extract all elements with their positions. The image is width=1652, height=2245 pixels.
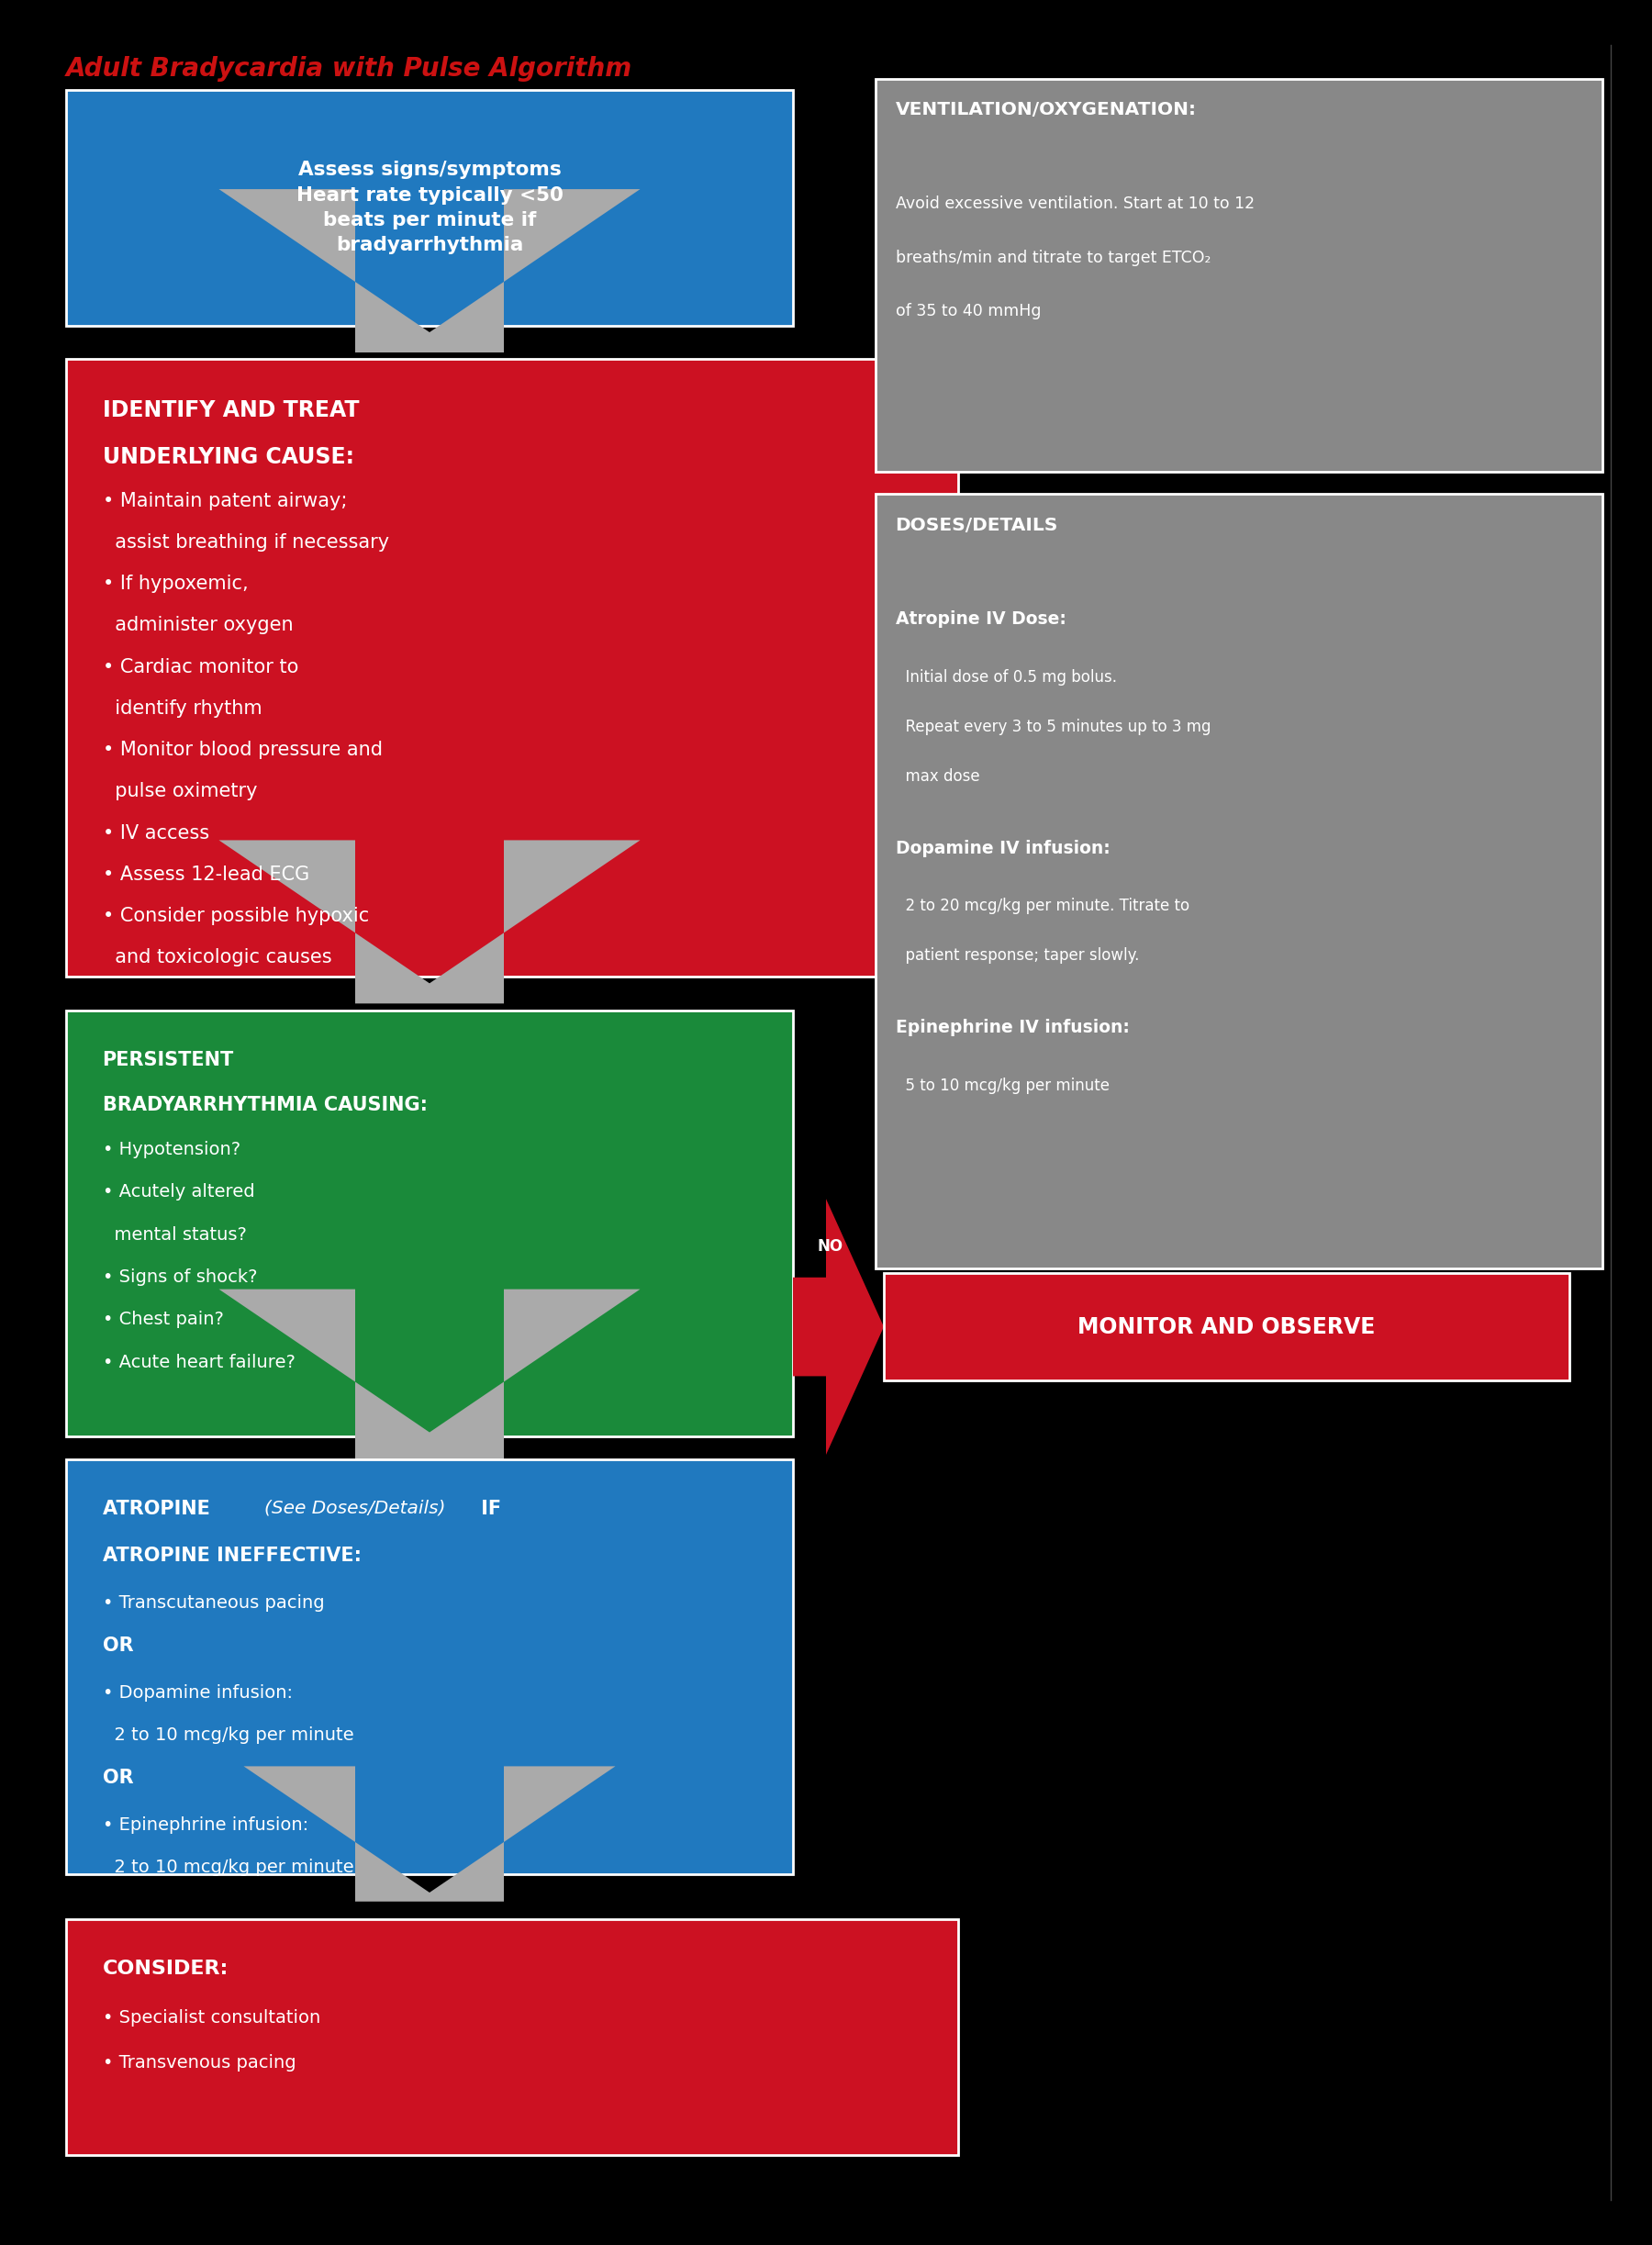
Text: ATROPINE INEFFECTIVE:: ATROPINE INEFFECTIVE: bbox=[102, 1547, 362, 1565]
Text: VENTILATION/OXYGENATION:: VENTILATION/OXYGENATION: bbox=[895, 101, 1196, 119]
Text: mental status?: mental status? bbox=[102, 1226, 246, 1244]
FancyBboxPatch shape bbox=[884, 1273, 1569, 1381]
FancyBboxPatch shape bbox=[876, 79, 1602, 471]
Text: Avoid excessive ventilation. Start at 10 to 12: Avoid excessive ventilation. Start at 10… bbox=[895, 195, 1254, 211]
Text: (See Doses/Details): (See Doses/Details) bbox=[264, 1500, 446, 1518]
Text: • Chest pain?: • Chest pain? bbox=[102, 1311, 223, 1329]
Text: • Signs of shock?: • Signs of shock? bbox=[102, 1268, 258, 1286]
Text: PERSISTENT: PERSISTENT bbox=[102, 1051, 235, 1069]
Text: CONSIDER:: CONSIDER: bbox=[102, 1960, 228, 1978]
Text: Assess signs/symptoms
Heart rate typically <50
beats per minute if
bradyarrhythm: Assess signs/symptoms Heart rate typical… bbox=[296, 162, 563, 254]
Text: OR: OR bbox=[102, 1637, 134, 1655]
Text: UNDERLYING CAUSE:: UNDERLYING CAUSE: bbox=[102, 445, 354, 467]
Text: breaths/min and titrate to target ETCO₂: breaths/min and titrate to target ETCO₂ bbox=[895, 249, 1211, 265]
Text: OR: OR bbox=[102, 1769, 134, 1787]
Text: pulse oximetry: pulse oximetry bbox=[102, 781, 258, 801]
Text: Adult Bradycardia with Pulse Algorithm: Adult Bradycardia with Pulse Algorithm bbox=[66, 56, 633, 81]
Text: NO: NO bbox=[818, 1239, 844, 1255]
Text: Repeat every 3 to 5 minutes up to 3 mg: Repeat every 3 to 5 minutes up to 3 mg bbox=[895, 718, 1211, 734]
Text: • Assess 12-lead ECG: • Assess 12-lead ECG bbox=[102, 864, 309, 885]
FancyBboxPatch shape bbox=[66, 359, 958, 977]
Text: • Cardiac monitor to: • Cardiac monitor to bbox=[102, 658, 299, 676]
Text: • Specialist consultation: • Specialist consultation bbox=[102, 2009, 320, 2027]
Text: 5 to 10 mcg/kg per minute: 5 to 10 mcg/kg per minute bbox=[895, 1078, 1108, 1093]
Polygon shape bbox=[218, 189, 641, 352]
Text: IDENTIFY AND TREAT: IDENTIFY AND TREAT bbox=[102, 400, 358, 422]
Text: • Monitor blood pressure and: • Monitor blood pressure and bbox=[102, 741, 382, 759]
Text: IF: IF bbox=[474, 1500, 501, 1518]
Text: 2 to 10 mcg/kg per minute: 2 to 10 mcg/kg per minute bbox=[102, 1859, 354, 1877]
Text: • Epinephrine infusion:: • Epinephrine infusion: bbox=[102, 1816, 309, 1834]
Text: identify rhythm: identify rhythm bbox=[102, 698, 261, 718]
Text: 2 to 20 mcg/kg per minute. Titrate to: 2 to 20 mcg/kg per minute. Titrate to bbox=[895, 898, 1189, 914]
Text: MONITOR AND OBSERVE: MONITOR AND OBSERVE bbox=[1077, 1316, 1376, 1338]
Polygon shape bbox=[218, 1289, 641, 1464]
Text: ATROPINE: ATROPINE bbox=[102, 1500, 216, 1518]
Text: of 35 to 40 mmHg: of 35 to 40 mmHg bbox=[895, 303, 1041, 319]
Polygon shape bbox=[244, 1767, 615, 1902]
Polygon shape bbox=[218, 840, 641, 1004]
Text: • Acute heart failure?: • Acute heart failure? bbox=[102, 1354, 296, 1372]
Text: Initial dose of 0.5 mg bolus.: Initial dose of 0.5 mg bolus. bbox=[895, 669, 1117, 685]
Text: and toxicologic causes: and toxicologic causes bbox=[102, 947, 332, 968]
Polygon shape bbox=[793, 1199, 884, 1455]
Text: • IV access: • IV access bbox=[102, 824, 210, 842]
FancyBboxPatch shape bbox=[66, 1919, 958, 2155]
FancyBboxPatch shape bbox=[876, 494, 1602, 1268]
Text: • Consider possible hypoxic: • Consider possible hypoxic bbox=[102, 907, 368, 925]
Text: • Transcutaneous pacing: • Transcutaneous pacing bbox=[102, 1594, 324, 1612]
FancyBboxPatch shape bbox=[66, 1459, 793, 1875]
Text: • If hypoxemic,: • If hypoxemic, bbox=[102, 575, 248, 593]
Text: • Maintain patent airway;: • Maintain patent airway; bbox=[102, 492, 347, 510]
Text: administer oxygen: administer oxygen bbox=[102, 615, 292, 635]
Text: BRADYARRHYTHMIA CAUSING:: BRADYARRHYTHMIA CAUSING: bbox=[102, 1096, 428, 1114]
Text: assist breathing if necessary: assist breathing if necessary bbox=[102, 532, 388, 552]
Text: Epinephrine IV infusion:: Epinephrine IV infusion: bbox=[895, 1019, 1130, 1037]
Text: DOSES/DETAILS: DOSES/DETAILS bbox=[895, 516, 1059, 534]
Text: • Dopamine infusion:: • Dopamine infusion: bbox=[102, 1684, 292, 1702]
Text: 2 to 10 mcg/kg per minute: 2 to 10 mcg/kg per minute bbox=[102, 1726, 354, 1744]
Text: Dopamine IV infusion:: Dopamine IV infusion: bbox=[895, 840, 1110, 858]
Text: • Hypotension?: • Hypotension? bbox=[102, 1140, 240, 1158]
Text: Atropine IV Dose:: Atropine IV Dose: bbox=[895, 611, 1066, 629]
FancyBboxPatch shape bbox=[66, 90, 793, 326]
Text: patient response; taper slowly.: patient response; taper slowly. bbox=[895, 947, 1138, 963]
FancyBboxPatch shape bbox=[66, 1010, 793, 1437]
Text: • Acutely altered: • Acutely altered bbox=[102, 1183, 254, 1201]
Text: max dose: max dose bbox=[895, 768, 980, 784]
Text: • Transvenous pacing: • Transvenous pacing bbox=[102, 2054, 296, 2072]
